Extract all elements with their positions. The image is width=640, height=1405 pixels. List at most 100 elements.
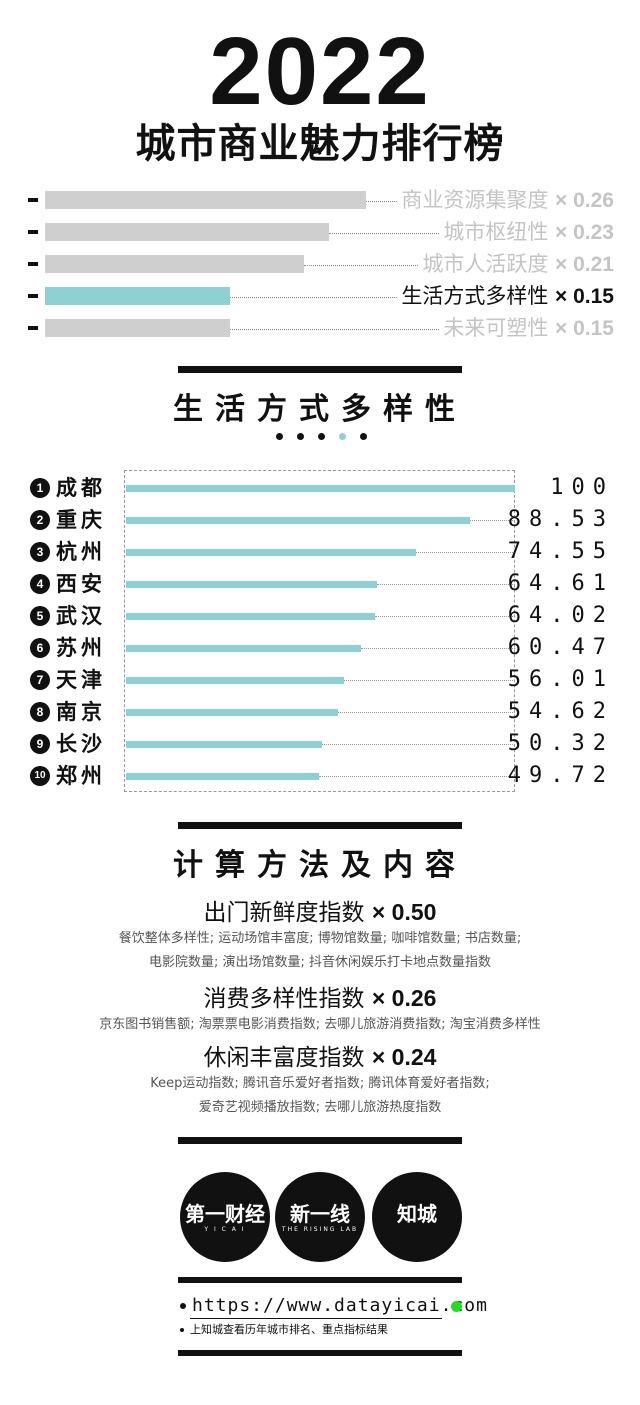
indicator-name: 未来可塑性 [443, 316, 549, 340]
indicator-dash [28, 326, 38, 330]
divider [178, 1137, 462, 1144]
website-link[interactable]: https://www.datayicai.com [192, 1295, 488, 1316]
rank-badge: 8 [30, 702, 50, 722]
indicator-weight: × 0.21 [555, 253, 614, 276]
ranking-bar [126, 517, 470, 524]
brand-logo: 新一线 THE RISING LAB [275, 1172, 365, 1262]
indicator-weight: × 0.26 [555, 189, 614, 212]
city-name: 苏州 [56, 636, 106, 660]
method-weight: × 0.26 [371, 985, 437, 1011]
value-label: 64.02 [507, 603, 614, 628]
method-description: 电影院数量; 演出场馆数量; 抖音休闲娱乐打卡地点数量指数 [148, 955, 492, 970]
method-description: 爱奇艺视频播放指数; 去哪儿旅游热度指数 [198, 1100, 442, 1115]
ranking-bar [126, 613, 375, 620]
city-name: 杭州 [56, 540, 106, 564]
value-label: 88.53 [507, 507, 614, 532]
page-dot [297, 433, 304, 440]
ranking-leader [319, 776, 515, 777]
value-label: 50.32 [507, 731, 614, 756]
method-name: 休闲丰富度指数 [203, 1045, 365, 1071]
value-label: 74.55 [507, 539, 614, 564]
ranking-bar [126, 485, 515, 492]
indicator-label: 城市人活跃度 × 0.21 [422, 252, 614, 277]
bullet [180, 1328, 184, 1332]
ranking-leader [377, 584, 515, 585]
value-label: 49.72 [507, 763, 614, 788]
divider [178, 1350, 462, 1356]
method-name: 消费多样性指数 [203, 986, 365, 1012]
ranking-leader [322, 744, 515, 745]
divider [178, 366, 462, 373]
ranking-leader [375, 616, 515, 617]
brand-logo: 知城 [372, 1172, 462, 1262]
method-description: Keep运动指数; 腾讯音乐爱好者指数; 腾讯体育爱好者指数; [150, 1076, 490, 1091]
indicator-name: 生活方式多样性 [401, 284, 549, 308]
chart-frame [124, 470, 515, 792]
value-label: 54.62 [507, 699, 614, 724]
method-heading: 消费多样性指数 × 0.26 [0, 984, 640, 1013]
accent-dot [451, 1301, 462, 1312]
city-name: 重庆 [56, 508, 106, 532]
method-description: 餐饮整体多样性; 运动场馆丰富度; 博物馆数量; 咖啡馆数量; 书店数量; [118, 931, 522, 946]
indicator-dash [28, 198, 38, 202]
method-name: 出门新鲜度指数 [203, 900, 365, 926]
rank-badge: 5 [30, 606, 50, 626]
indicator-bar [45, 319, 230, 337]
ranking-bar [126, 581, 377, 588]
rank-badge: 7 [30, 670, 50, 690]
indicator-row: 城市枢纽性 × 0.23 [28, 220, 618, 244]
logo-subtext: THE RISING LAB [281, 1226, 359, 1233]
indicator-leader [230, 329, 440, 330]
indicator-weight: × 0.15 [555, 285, 614, 308]
indicator-name: 商业资源集聚度 [401, 188, 549, 212]
divider [178, 1277, 462, 1283]
ranking-leader [361, 648, 515, 649]
ranking-bar [126, 645, 361, 652]
rank-badge: 9 [30, 734, 50, 754]
indicator-label: 未来可塑性 × 0.15 [443, 316, 614, 341]
link-underline [190, 1318, 442, 1319]
indicator-dash [28, 230, 38, 234]
indicator-weight: × 0.23 [555, 221, 614, 244]
value-label: 56.01 [507, 667, 614, 692]
value-label: 100 [550, 475, 614, 500]
logo-text: 知城 [397, 1202, 437, 1226]
logo-subtext: Y I C A I [204, 1226, 246, 1233]
page-title: 城市商业魅力排行榜 [135, 121, 505, 167]
indicator-row: 商业资源集聚度 × 0.26 [28, 188, 618, 212]
ranking-leader [338, 712, 515, 713]
indicator-leader [230, 297, 398, 298]
indicator-label: 生活方式多样性 × 0.15 [401, 284, 614, 309]
indicator-leader [329, 233, 440, 234]
rank-badge: 1 [30, 478, 50, 498]
ranking-leader [470, 520, 515, 521]
bullet [180, 1303, 186, 1309]
indicator-label: 城市枢纽性 × 0.23 [443, 220, 614, 245]
city-name: 西安 [56, 572, 106, 596]
rank-badge: 6 [30, 638, 50, 658]
indicator-dash [28, 262, 38, 266]
section-title: 生活方式多样性 [173, 392, 467, 427]
indicator-name: 城市人活跃度 [422, 252, 549, 276]
value-label: 64.61 [507, 571, 614, 596]
city-name: 长沙 [56, 732, 106, 756]
method-heading: 休闲丰富度指数 × 0.24 [0, 1043, 640, 1072]
city-name: 郑州 [56, 764, 106, 788]
page-dot [360, 433, 367, 440]
rank-badge: 4 [30, 574, 50, 594]
method-weight: × 0.50 [371, 899, 437, 925]
indicator-row: 未来可塑性 × 0.15 [28, 316, 618, 340]
year-heading: 2022 [209, 18, 431, 125]
indicator-dash [28, 294, 38, 298]
city-name: 成都 [56, 476, 106, 500]
page-dot [318, 433, 325, 440]
logo-text: 第一财经 [185, 1202, 265, 1226]
indicator-bar [45, 223, 329, 241]
city-name: 南京 [56, 700, 106, 724]
ranking-bar [126, 709, 338, 716]
value-label: 60.47 [507, 635, 614, 660]
ranking-leader [344, 680, 515, 681]
ranking-bar [126, 741, 322, 748]
rank-badge: 2 [30, 510, 50, 530]
page-dot [276, 433, 283, 440]
